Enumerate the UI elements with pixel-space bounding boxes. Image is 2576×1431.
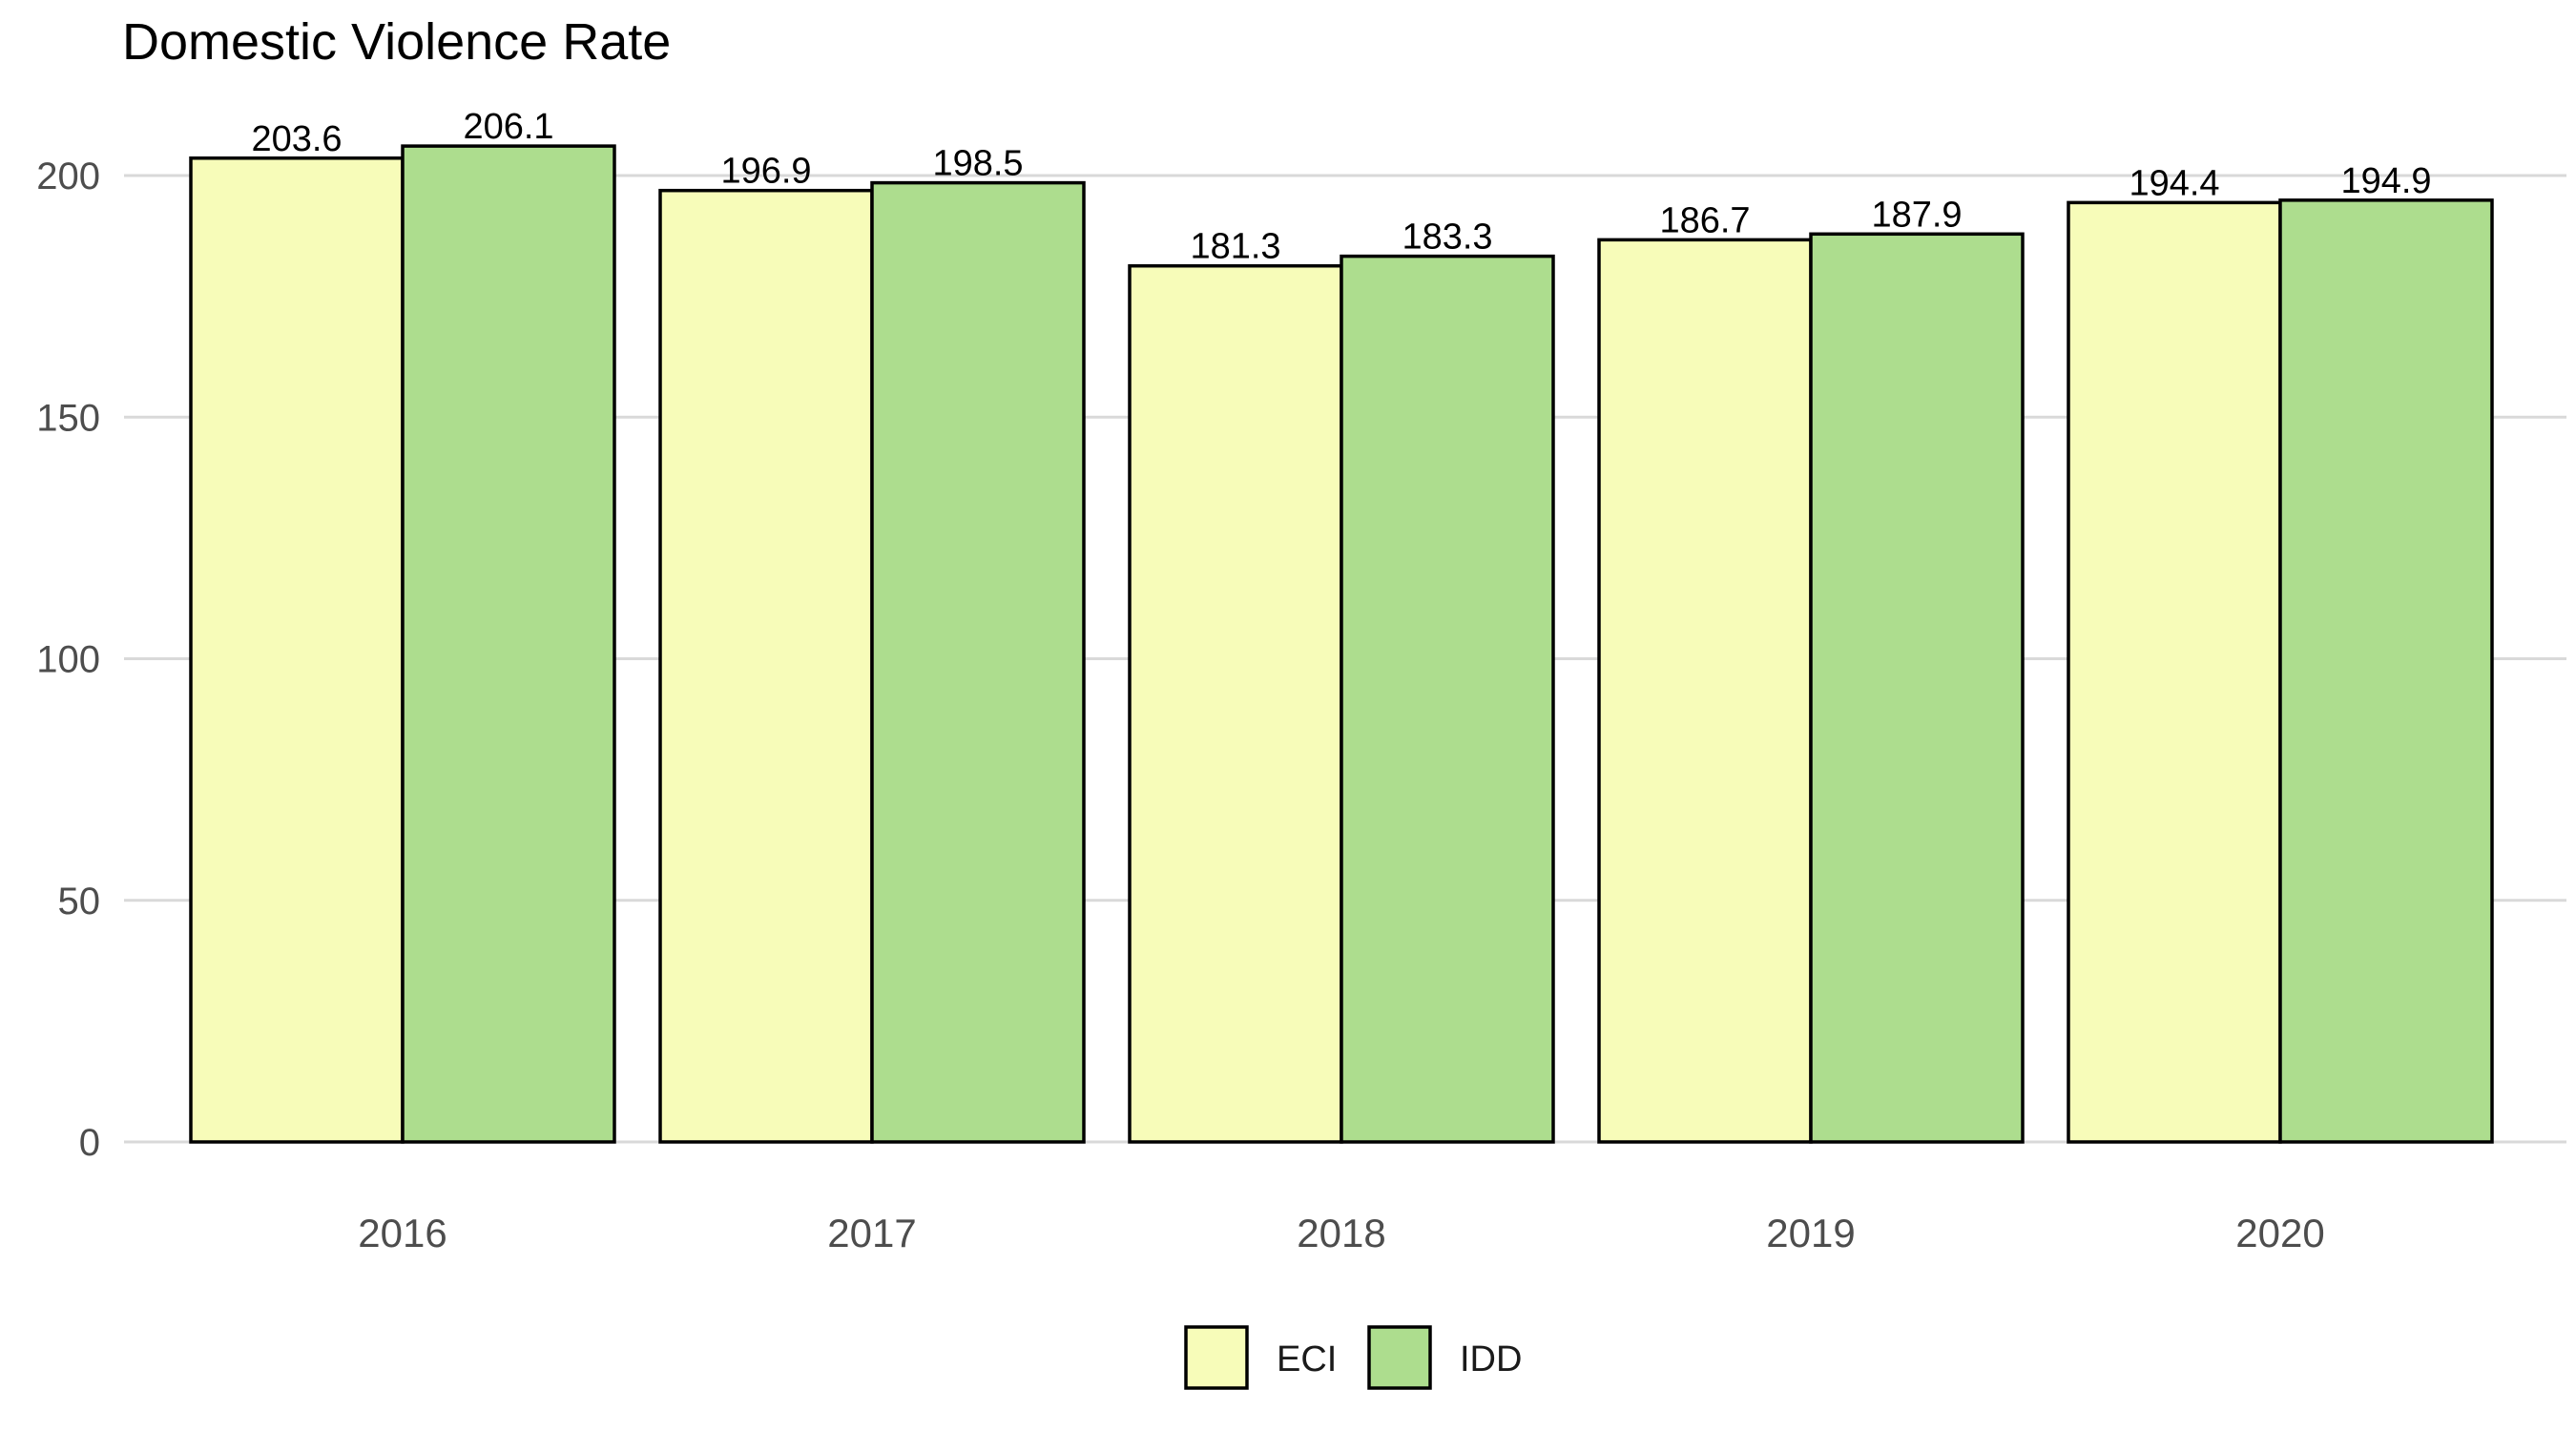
y-tick-label: 150 [36, 397, 100, 439]
bar-eci-2019 [1597, 238, 1813, 1144]
y-tick-label: 50 [58, 881, 101, 923]
bar-idd-2018 [1340, 254, 1555, 1144]
x-tick-label-2018: 2018 [1297, 1211, 1385, 1255]
data-label-idd-2020: 194.9 [2340, 161, 2431, 201]
data-label-idd-2017: 198.5 [932, 144, 1023, 184]
legend-label-eci: ECI [1277, 1339, 1337, 1379]
data-label-eci-2016: 203.6 [251, 119, 342, 159]
legend-label-idd: IDD [1460, 1339, 1522, 1379]
bar-idd-2019 [1809, 232, 2025, 1144]
data-label-idd-2018: 183.3 [1402, 218, 1492, 258]
y-tick-label: 0 [79, 1122, 100, 1164]
bar-idd-2017 [870, 180, 1086, 1144]
data-label-idd-2016: 206.1 [463, 107, 553, 147]
y-tick-label: 200 [36, 156, 100, 197]
bar-idd-2016 [401, 144, 616, 1144]
bar-eci-2017 [658, 188, 874, 1144]
chart-title: Domestic Violence Rate [122, 13, 671, 71]
data-label-eci-2020: 194.4 [2129, 163, 2219, 203]
bar-eci-2020 [2067, 200, 2282, 1144]
bar-eci-2018 [1128, 263, 1343, 1144]
legend-swatch-idd [1367, 1325, 1432, 1390]
data-labels: 203.6 206.1 196.9 198.5 181.3 183.3 186.7 187.9… [251, 107, 2431, 267]
bars [189, 144, 2494, 1144]
x-tick-label-2017: 2017 [827, 1211, 916, 1255]
y-tick-label: 100 [36, 639, 100, 681]
bar-eci-2016 [189, 156, 405, 1144]
data-label-eci-2018: 181.3 [1190, 227, 1280, 267]
data-label-eci-2019: 186.7 [1659, 200, 1750, 240]
x-tick-label-2020: 2020 [2235, 1211, 2324, 1255]
data-label-eci-2017: 196.9 [720, 152, 811, 192]
x-tick-label-2016: 2016 [358, 1211, 447, 1255]
y-axis-ticks: 0 50 100 150 200 [36, 156, 100, 1164]
x-tick-label-2019: 2019 [1766, 1211, 1855, 1255]
bar-idd-2020 [2278, 198, 2494, 1144]
data-label-idd-2019: 187.9 [1871, 195, 1962, 235]
legend-swatch-eci [1184, 1325, 1249, 1390]
x-axis-ticks: 2016 2017 2018 2019 2020 [358, 1211, 2324, 1255]
legend: ECI IDD [1184, 1325, 1522, 1390]
